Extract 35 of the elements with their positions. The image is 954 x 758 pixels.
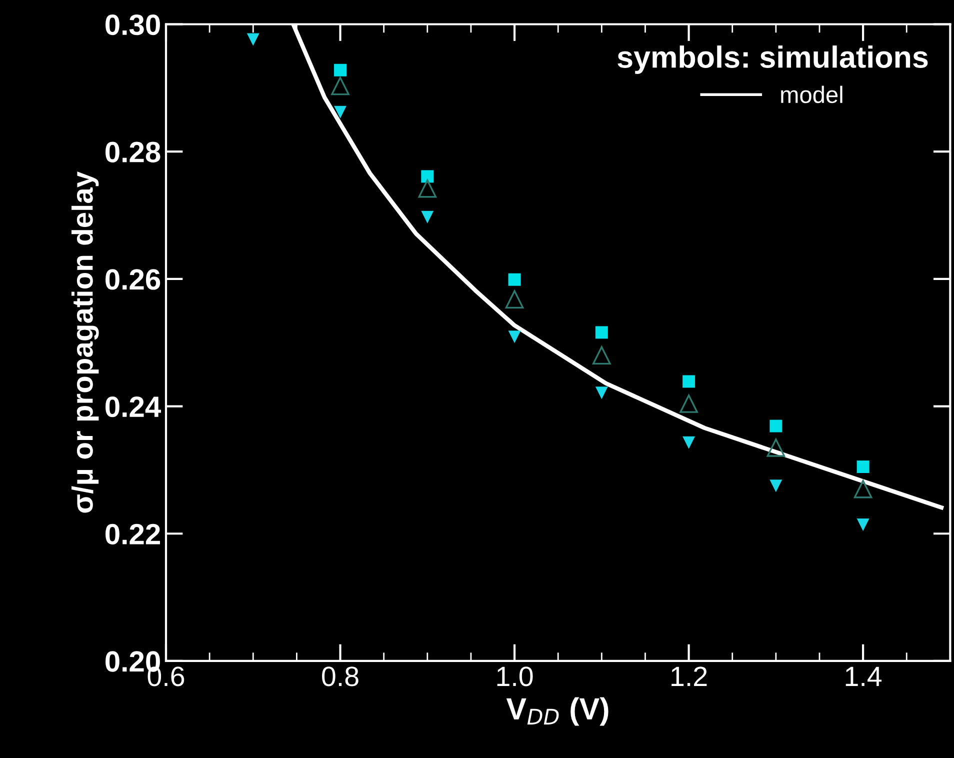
legend-label: model [781,86,842,104]
point [418,179,437,198]
point [334,64,347,76]
point [595,386,608,400]
point [770,480,782,492]
y-axis-title: σ/μ or propagation delay [72,172,99,513]
x-tick-label: 1.0 [497,666,533,686]
point [246,33,260,46]
point [766,438,786,457]
point [595,326,608,339]
point [682,375,696,388]
x-tick-label: 1.2 [672,666,707,686]
point [505,290,524,308]
y-tick-label: 0.26 [106,269,160,290]
point [856,460,870,474]
x-axis-title: V$_{DD}$ (V) [506,697,608,726]
y-tick-label: 0.22 [106,524,160,544]
point [421,210,434,224]
y-tick-label: 0.28 [106,142,160,162]
point [421,170,434,183]
point [331,76,350,96]
point [856,518,870,531]
point [854,480,872,498]
point [680,394,698,413]
y-tick-label: 0.24 [106,396,161,418]
point [770,420,782,432]
y-tick-label: 0.30 [106,14,160,36]
x-tick-label: 1.4 [846,666,882,686]
point [508,330,521,344]
point [508,273,521,286]
x-tick-label: 0.8 [322,666,358,686]
point [682,436,696,449]
point [592,346,611,365]
legend-title: symbols: simulations [618,46,928,74]
point [334,106,347,118]
